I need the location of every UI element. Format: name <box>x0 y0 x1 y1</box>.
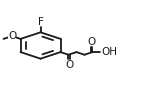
Text: F: F <box>38 17 43 27</box>
Text: OH: OH <box>101 47 117 57</box>
Text: O: O <box>8 31 16 41</box>
Text: O: O <box>88 37 96 47</box>
Text: O: O <box>65 60 73 70</box>
